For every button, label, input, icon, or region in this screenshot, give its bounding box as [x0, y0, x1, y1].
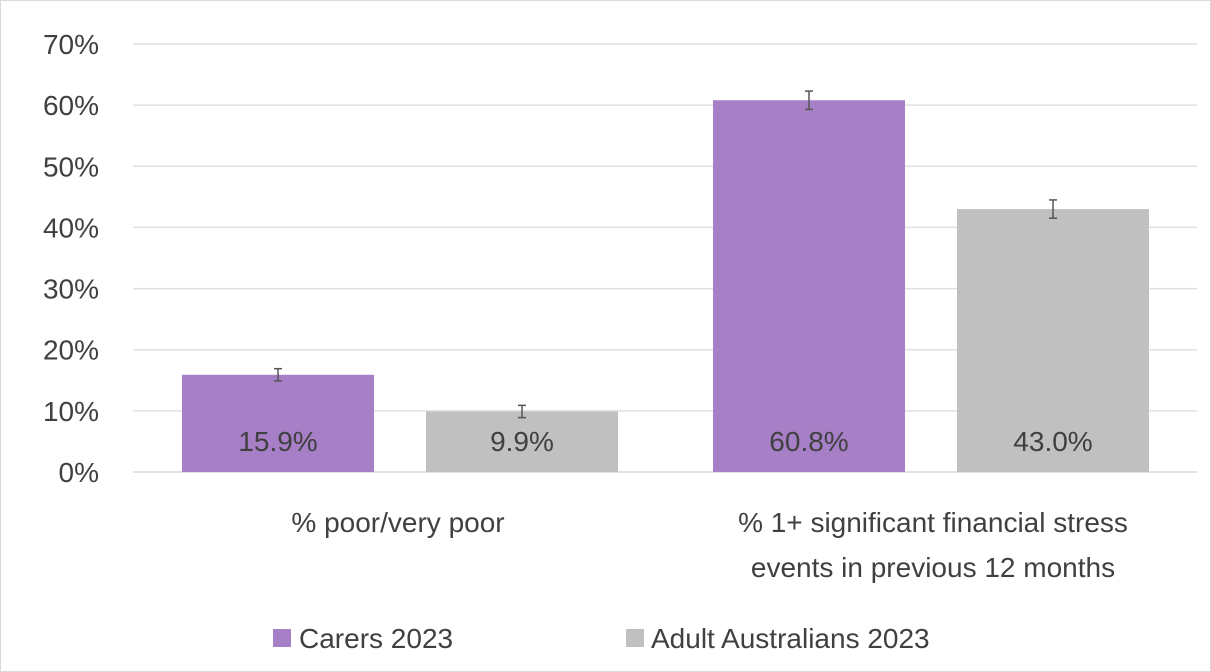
y-tick-label: 30% [43, 274, 99, 305]
y-tick-label: 10% [43, 396, 99, 427]
legend: Carers 2023 Adult Australians 2023 [273, 623, 930, 654]
legend-swatch [273, 629, 291, 647]
y-tick-label: 70% [43, 29, 99, 60]
x-axis-categories: % poor/very poor % 1+ significant financi… [291, 507, 1128, 583]
data-label: 15.9% [238, 426, 317, 457]
error-bar [274, 367, 282, 382]
data-labels: 15.9% 60.8% 9.9% 43.0% [238, 426, 1092, 457]
y-tick-label: 40% [43, 212, 99, 243]
y-tick-label: 60% [43, 90, 99, 121]
legend-label: Carers 2023 [299, 623, 453, 654]
y-axis-ticks: 0% 10% 20% 30% 40% 50% 60% 70% [43, 29, 99, 488]
y-tick-label: 0% [59, 457, 99, 488]
category-label: % 1+ significant financial stress [738, 507, 1128, 538]
legend-label: Adult Australians 2023 [651, 623, 930, 654]
error-bar [1049, 199, 1057, 220]
error-bars [274, 90, 1057, 419]
bars [182, 100, 1149, 473]
bar-adult-australians-0 [426, 411, 618, 472]
legend-item-carers: Carers 2023 [273, 623, 453, 654]
y-tick-label: 20% [43, 335, 99, 366]
bar-carers-1 [713, 100, 905, 472]
bar-carers-0 [182, 374, 374, 472]
bar-adult-australians-1 [957, 209, 1149, 473]
data-label: 9.9% [490, 426, 554, 457]
y-tick-label: 50% [43, 151, 99, 182]
legend-swatch [626, 629, 644, 647]
error-bar [518, 404, 526, 419]
legend-item-adult-australians: Adult Australians 2023 [626, 623, 930, 654]
category-label: events in previous 12 months [751, 552, 1115, 583]
data-label: 60.8% [769, 426, 848, 457]
category-label: % poor/very poor [291, 507, 504, 538]
error-bar [805, 90, 813, 111]
data-label: 43.0% [1013, 426, 1092, 457]
